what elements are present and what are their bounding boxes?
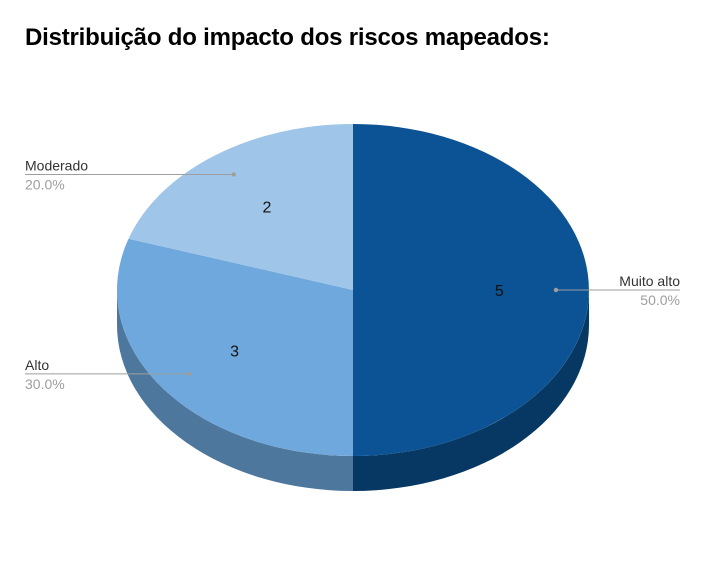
callout-dot — [554, 288, 558, 292]
legend-label: Alto — [25, 357, 49, 373]
legend-label: Muito alto — [619, 273, 680, 289]
slice-value-label: 2 — [263, 200, 272, 217]
legend-percent: 20.0% — [25, 177, 65, 193]
slice-value-label: 5 — [495, 283, 504, 300]
legend-percent: 50.0% — [640, 292, 680, 308]
legend-percent: 30.0% — [25, 376, 65, 392]
legend-label: Moderado — [25, 158, 88, 174]
slice-value-label: 3 — [230, 343, 239, 360]
callout-dot — [232, 172, 236, 176]
pie-tops — [117, 124, 589, 456]
callout-dot — [187, 372, 191, 376]
